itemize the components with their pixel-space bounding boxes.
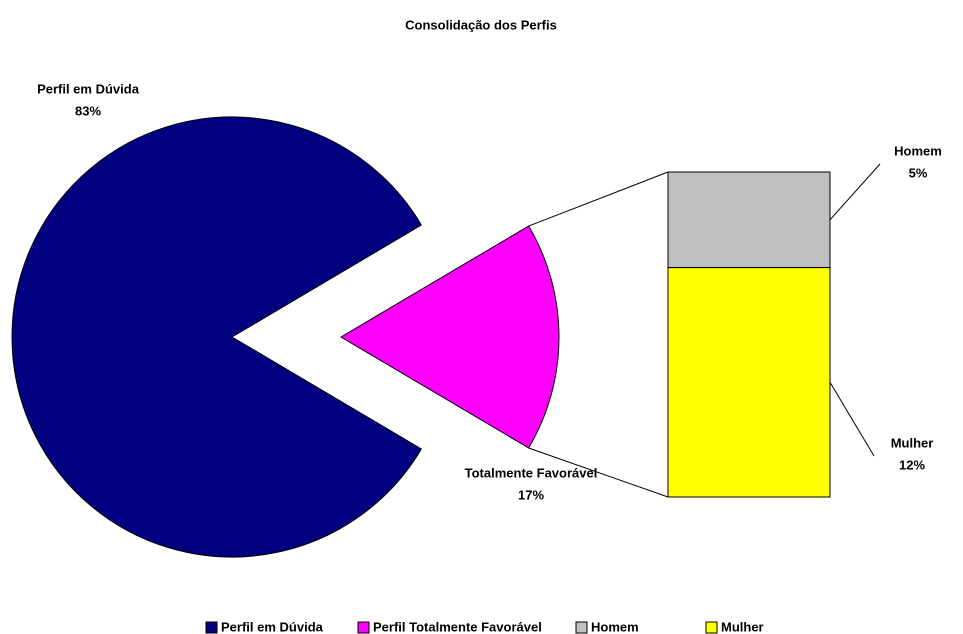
leader-line [829,163,881,221]
pie-slice [340,225,560,449]
legend-label: Perfil em Dúvida [221,619,324,634]
legend-swatch [357,621,370,634]
data-label: 5% [909,165,928,180]
data-label: Perfil em Dúvida [37,81,140,96]
chart-title: Consolidação dos Perfis [405,17,557,32]
data-label: Homem [894,143,942,158]
leader-line [829,382,875,457]
legend-label: Mulher [721,619,764,634]
data-label: 83% [75,103,101,118]
data-label: 12% [899,457,925,472]
bar-segment [667,267,831,498]
pie-slice [11,116,423,558]
legend-label: Perfil Totalmente Favorável [373,619,542,634]
legend-swatch [705,621,718,634]
legend-swatch [575,621,588,634]
legend-label: Homem [591,619,639,634]
legend-swatch [205,621,218,634]
connector-line [528,171,669,227]
connector-line [528,447,669,498]
data-label: 17% [518,487,544,502]
data-label: Totalmente Favorável [465,465,598,480]
bar-segment [667,171,831,269]
data-label: Mulher [891,435,934,450]
